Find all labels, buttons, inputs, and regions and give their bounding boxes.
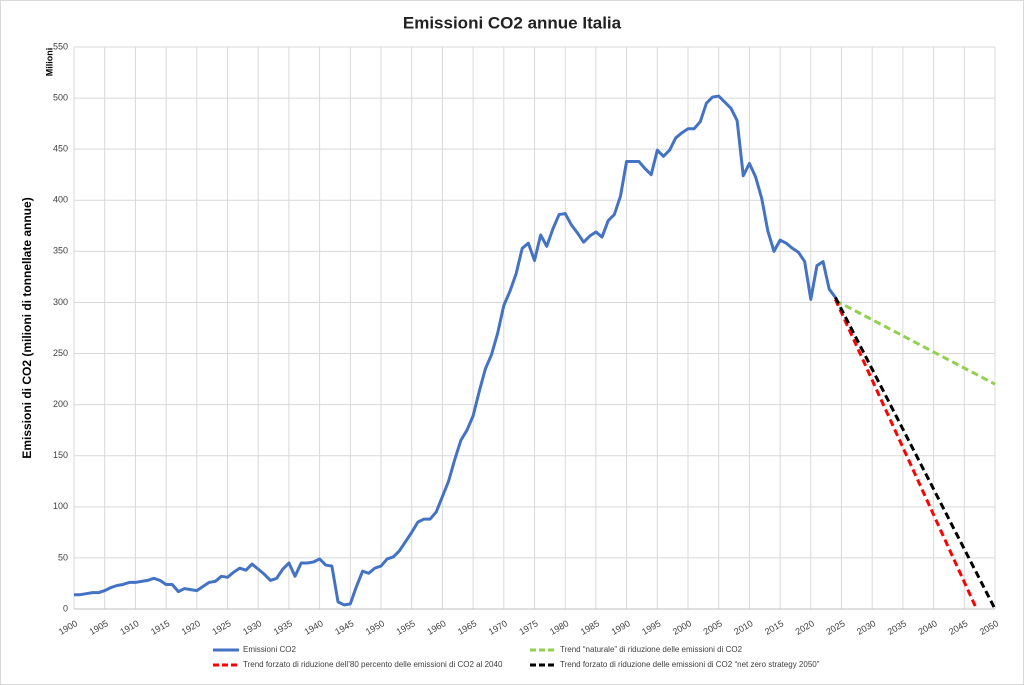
y-tick-label: 450 [53,144,68,154]
y-tick-label: 500 [53,92,68,102]
y-tick-label: 400 [53,195,68,205]
y-tick-label: 100 [53,501,68,511]
series-line [833,298,978,610]
series-line [834,296,997,610]
chart-title: Emissioni CO2 annue Italia [403,13,622,32]
y-tick-label: 550 [53,41,68,51]
legend-label: Trend “naturale” di riduzione delle emis… [560,645,743,654]
y-tick-label: 50 [58,552,68,562]
y-tick-label: 0 [63,603,68,613]
y-unit-label: Milioni [44,48,54,77]
series-line [834,299,996,386]
y-tick-label: 350 [53,246,68,256]
y-tick-label: 300 [53,297,68,307]
y-tick-label: 200 [53,399,68,409]
y-axis-label: Emissioni di CO2 (milioni di tonnellate … [20,197,34,458]
series-line [74,94,837,607]
y-tick-label: 250 [53,348,68,358]
legend-label: Emissioni CO2 [243,645,296,654]
legend-label: Trend forzato di riduzione dell’80 perce… [243,660,503,669]
y-tick-label: 150 [53,450,68,460]
legend-label: Trend forzato di riduzione delle emissio… [560,660,820,669]
